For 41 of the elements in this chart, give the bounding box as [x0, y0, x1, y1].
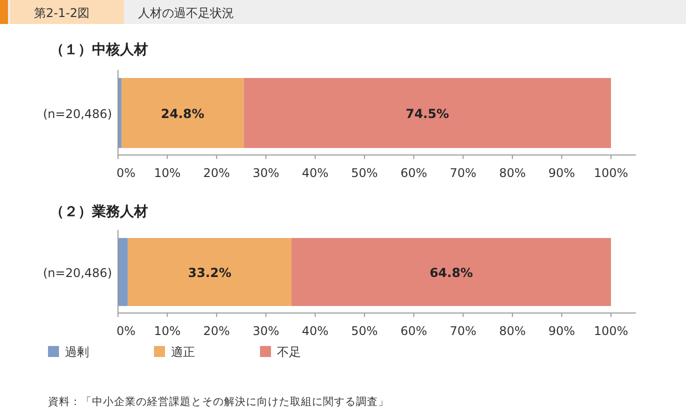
data-label: 33.2%: [188, 265, 232, 280]
text: 第2-1-2図: [34, 6, 90, 20]
x-tick-label: 40%: [302, 166, 329, 180]
bar: [244, 78, 611, 148]
x-tick-label: 20%: [203, 166, 230, 180]
bar: [121, 78, 244, 148]
chart-title: （２）業務人材: [50, 204, 148, 220]
x-tick-label: 70%: [450, 324, 476, 338]
x-tick-label: 30%: [252, 324, 280, 338]
data-label: 74.5%: [406, 106, 450, 121]
chart-title: （１）中核人材: [50, 42, 148, 58]
y-tick-label: (n=20,486): [42, 266, 112, 280]
legend-label: 不足: [277, 345, 301, 359]
x-tick-label: 30%: [252, 166, 280, 180]
data-label: 64.8%: [430, 265, 474, 280]
x-tick-label: 20%: [203, 324, 230, 338]
x-tick-label: 10%: [154, 166, 181, 180]
x-tick-label: 90%: [548, 324, 576, 338]
bar: [128, 238, 292, 306]
x-tick-label: 40%: [302, 324, 329, 338]
x-tick-label: 90%: [548, 166, 576, 180]
data-label: 24.8%: [160, 106, 205, 121]
y-tick-label: (n=20,486): [42, 107, 112, 121]
x-tick-label: 0%: [116, 324, 136, 338]
bar: [118, 238, 128, 306]
x-tick-label: 60%: [400, 166, 428, 180]
x-tick-label: 10%: [154, 324, 181, 338]
x-tick-label: 60%: [400, 324, 428, 338]
x-tick-label: 80%: [499, 166, 526, 180]
text: 人材の過不足状況: [138, 6, 234, 20]
legend-label: 適正: [171, 345, 195, 359]
x-tick-label: 70%: [450, 166, 476, 180]
bar: [292, 238, 611, 306]
x-tick-label: 0%: [116, 166, 136, 180]
x-tick-label: 80%: [499, 324, 526, 338]
x-tick-label: 100%: [594, 324, 628, 338]
x-tick-label: 100%: [594, 166, 628, 180]
text: 資料：「中小企業の経営課題とその解決に向けた取組に関する調査」: [48, 395, 389, 408]
x-tick-label: 50%: [351, 166, 378, 180]
x-tick-label: 50%: [351, 324, 378, 338]
legend-label: 過剰: [65, 345, 89, 359]
